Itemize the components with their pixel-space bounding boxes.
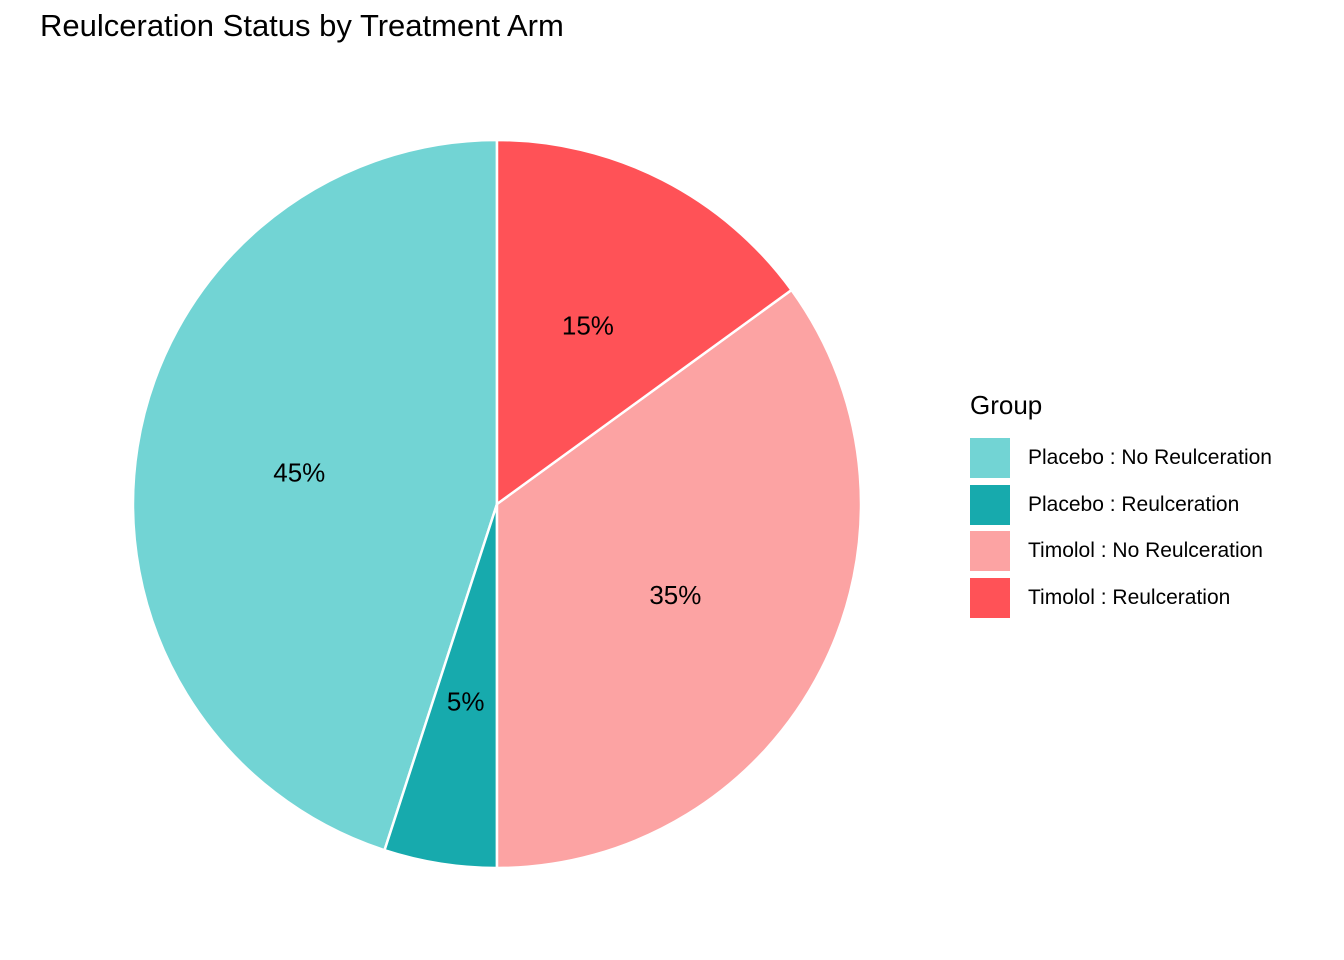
legend-items: Placebo : No Reulceration Placebo : Reulc… (970, 435, 1272, 621)
legend-label: Timolol : Reulceration (1028, 585, 1231, 609)
slice-value-label: 35% (649, 580, 701, 610)
legend-label: Placebo : No Reulceration (1028, 446, 1272, 470)
slice-value-label: 5% (447, 687, 485, 717)
legend-swatch (970, 484, 1010, 525)
legend-swatch (970, 577, 1010, 618)
legend-label: Placebo : Reulceration (1028, 492, 1240, 516)
legend: Group Placebo : No Reulceration Placebo :… (970, 390, 1272, 621)
pie-slices (131, 138, 863, 870)
legend-item: Placebo : No Reulceration (970, 435, 1272, 482)
legend-item: Timolol : No Reulceration (970, 528, 1272, 575)
chart-title: Reulceration Status by Treatment Arm (40, 8, 564, 43)
pie-slice-timolol-reulceration (495, 138, 794, 507)
pie-slice-placebo-no-reulceration (131, 138, 499, 852)
legend-title: Group (970, 390, 1043, 420)
legend-item: Timolol : Reulceration (970, 575, 1272, 622)
pie-slice-labels: 45% 5% 35% 15% (273, 311, 701, 717)
slice-value-label: 45% (273, 458, 325, 488)
pie-slice-timolol-no-reulceration (495, 288, 863, 870)
legend-swatch (970, 531, 1010, 572)
slice-value-label: 15% (562, 311, 614, 341)
legend-swatch (970, 438, 1010, 479)
legend-label: Timolol : No Reulceration (1028, 539, 1263, 563)
legend-item: Placebo : Reulceration (970, 482, 1272, 529)
